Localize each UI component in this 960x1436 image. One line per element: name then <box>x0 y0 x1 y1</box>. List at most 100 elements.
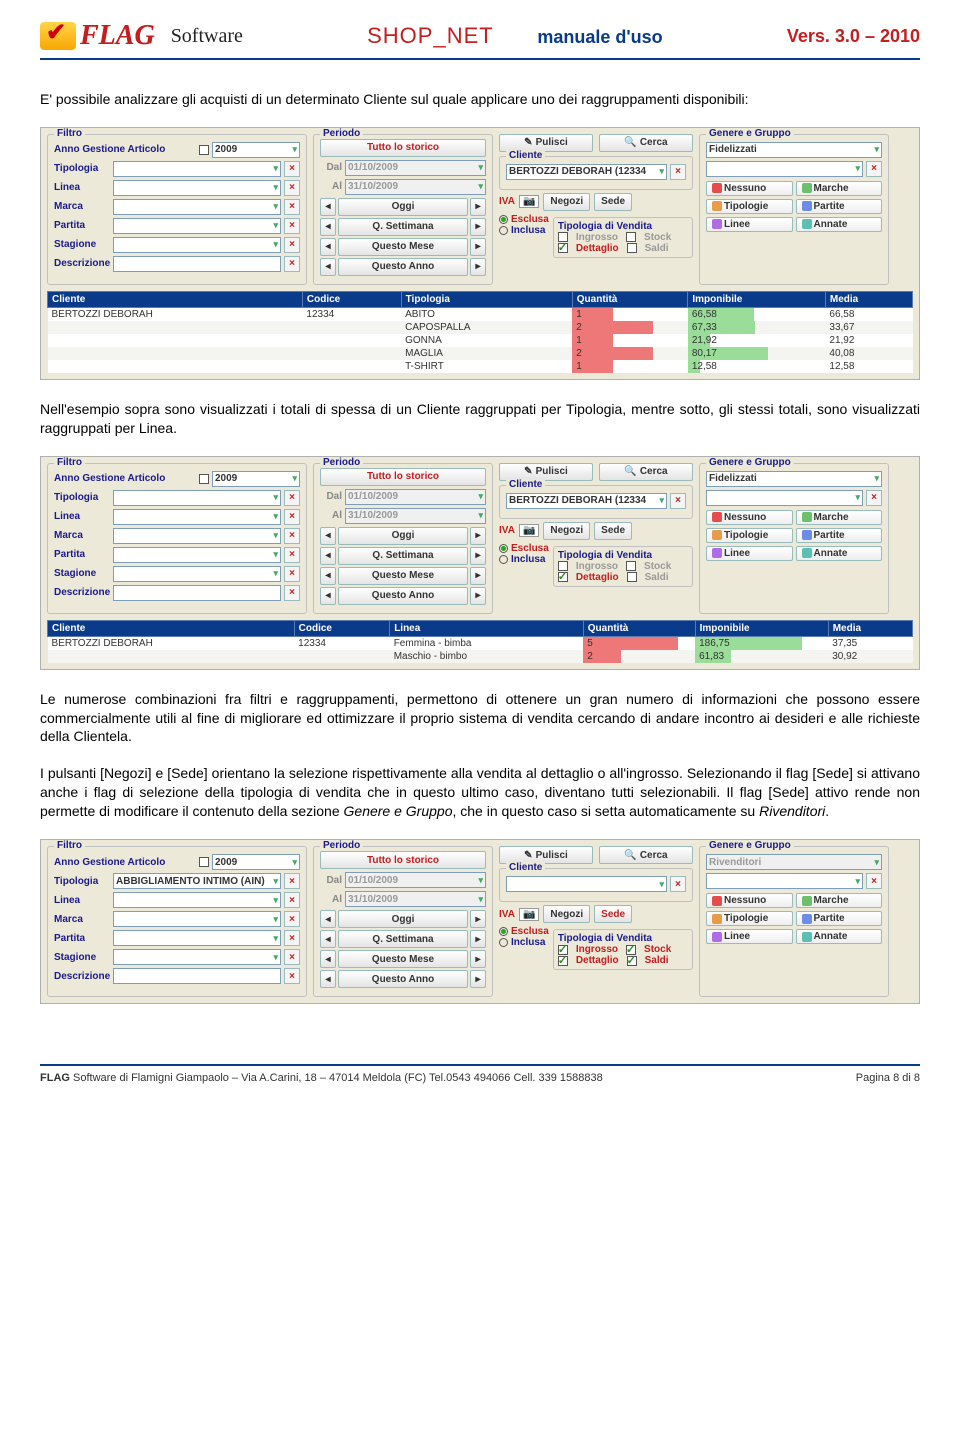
paragraph-1: E' possibile analizzare gli acquisti di … <box>40 90 920 109</box>
inclusa-radio[interactable] <box>499 226 508 235</box>
nessuno-button[interactable]: Nessuno <box>706 181 793 196</box>
stock-chk[interactable] <box>626 232 636 242</box>
partita-clear[interactable]: × <box>284 547 300 563</box>
cliente-clear[interactable]: × <box>670 493 686 509</box>
prev-anno[interactable]: ◂ <box>320 258 336 276</box>
prev-sett[interactable]: ◂ <box>320 218 336 236</box>
logo: FLAG <box>40 20 155 52</box>
prev-oggi[interactable]: ◂ <box>320 198 336 216</box>
descrizione-combo[interactable] <box>113 256 281 272</box>
gruppo-combo[interactable]: ▾ <box>706 873 863 889</box>
next-anno[interactable]: ▸ <box>470 258 486 276</box>
anno-label: Anno Gestione Articolo <box>54 144 196 155</box>
tutto-storico-button[interactable]: Tutto lo storico <box>320 468 486 486</box>
dal-combo[interactable]: 01/10/2009▾ <box>345 160 486 176</box>
header-version: Vers. 3.0 – 2010 <box>787 26 920 47</box>
stagione-clear[interactable]: × <box>284 566 300 582</box>
tipologia-combo[interactable]: ▾ <box>113 490 281 506</box>
al-combo[interactable]: 31/10/2009▾ <box>345 179 486 195</box>
linea-clear[interactable]: × <box>284 509 300 525</box>
genere-combo-disabled: Rivenditori▾ <box>706 854 882 870</box>
marca-clear[interactable]: × <box>284 199 300 215</box>
cerca-button[interactable]: 🔍Cerca <box>599 463 693 481</box>
anno-checkbox[interactable] <box>199 145 209 155</box>
next-oggi[interactable]: ▸ <box>470 198 486 216</box>
genere-combo[interactable]: Fidelizzati▾ <box>706 471 882 487</box>
tipologia-combo[interactable]: ABBIGLIAMENTO INTIMO (AIN)▾ <box>113 873 281 889</box>
sede-button[interactable]: Sede <box>594 522 632 540</box>
marca-clear[interactable]: × <box>284 528 300 544</box>
sede-button-active[interactable]: Sede <box>594 905 632 923</box>
tutto-storico-button[interactable]: Tutto lo storico <box>320 851 486 869</box>
gruppo-combo[interactable]: ▾ <box>706 161 863 177</box>
partita-combo[interactable]: ▾ <box>113 930 281 946</box>
sede-button[interactable]: Sede <box>594 193 632 211</box>
anno-combo[interactable]: 2009▾ <box>212 142 300 158</box>
al-combo[interactable]: 31/10/2009▾ <box>345 508 486 524</box>
cliente-combo[interactable]: BERTOZZI DEBORAH (12334▾ <box>506 493 667 509</box>
linea-combo[interactable]: ▾ <box>113 892 281 908</box>
linea-combo[interactable]: ▾ <box>113 180 281 196</box>
tutto-storico-button[interactable]: Tutto lo storico <box>320 139 486 157</box>
cerca-button[interactable]: 🔍Cerca <box>599 846 693 864</box>
stagione-clear[interactable]: × <box>284 237 300 253</box>
cliente-block: ✎Pulisci 🔍Cerca Cliente BERTOZZI DEBORAH… <box>499 134 693 285</box>
descrizione-clear[interactable]: × <box>284 968 300 984</box>
anno-combo[interactable]: 2009▾ <box>212 471 300 487</box>
marca-combo[interactable]: ▾ <box>113 528 281 544</box>
stagione-combo[interactable]: ▾ <box>113 237 281 253</box>
cliente-combo[interactable]: ▾ <box>506 876 667 892</box>
anno-button[interactable]: Questo Anno <box>338 258 468 276</box>
partita-clear[interactable]: × <box>284 930 300 946</box>
descrizione-combo[interactable] <box>113 585 281 601</box>
linea-combo[interactable]: ▾ <box>113 509 281 525</box>
stagione-combo[interactable]: ▾ <box>113 949 281 965</box>
tipologia-clear[interactable]: × <box>284 873 300 889</box>
tipologie-button[interactable]: Tipologie <box>706 199 793 214</box>
mese-button[interactable]: Questo Mese <box>338 238 468 256</box>
cliente-combo[interactable]: BERTOZZI DEBORAH (12334▾ <box>506 164 667 180</box>
cerca-button[interactable]: 🔍Cerca <box>599 134 693 152</box>
esclusa-radio[interactable] <box>499 215 508 224</box>
tipologia-combo[interactable]: ▾ <box>113 161 281 177</box>
descrizione-combo[interactable] <box>113 968 281 984</box>
partita-clear[interactable]: × <box>284 218 300 234</box>
tipologia-clear[interactable]: × <box>284 161 300 177</box>
partita-combo[interactable]: ▾ <box>113 547 281 563</box>
anno-combo[interactable]: 2009▾ <box>212 854 300 870</box>
tipologia-clear[interactable]: × <box>284 490 300 506</box>
oggi-button[interactable]: Oggi <box>338 198 468 216</box>
dot-icon <box>712 219 722 229</box>
stagione-clear[interactable]: × <box>284 949 300 965</box>
dal-combo[interactable]: 01/10/2009▾ <box>345 489 486 505</box>
negozi-button[interactable]: Negozi <box>543 193 590 211</box>
negozi-button[interactable]: Negozi <box>543 905 590 923</box>
dettaglio-chk[interactable] <box>558 243 568 253</box>
linea-clear[interactable]: × <box>284 892 300 908</box>
negozi-button[interactable]: Negozi <box>543 522 590 540</box>
next-sett[interactable]: ▸ <box>470 218 486 236</box>
prev-mese[interactable]: ◂ <box>320 238 336 256</box>
linea-clear[interactable]: × <box>284 180 300 196</box>
marca-clear[interactable]: × <box>284 911 300 927</box>
genere-combo[interactable]: Fidelizzati▾ <box>706 142 882 158</box>
anno-checkbox[interactable] <box>199 474 209 484</box>
descrizione-clear[interactable]: × <box>284 585 300 601</box>
cliente-clear[interactable]: × <box>670 164 686 180</box>
table-row: Maschio - bimbo261,8330,92 <box>48 650 913 663</box>
partite-button[interactable]: Partite <box>796 199 883 214</box>
anno-checkbox[interactable] <box>199 857 209 867</box>
next-mese[interactable]: ▸ <box>470 238 486 256</box>
gruppo-combo[interactable]: ▾ <box>706 490 863 506</box>
marca-combo[interactable]: ▾ <box>113 911 281 927</box>
marca-combo[interactable]: ▾ <box>113 199 281 215</box>
gruppo-clear[interactable]: × <box>866 161 882 177</box>
marche-button[interactable]: Marche <box>796 181 883 196</box>
saldi-chk[interactable] <box>627 243 637 253</box>
linee-button[interactable]: Linee <box>706 217 793 232</box>
descrizione-clear[interactable]: × <box>284 256 300 272</box>
sett-button[interactable]: Q. Settimana <box>338 218 468 236</box>
stagione-combo[interactable]: ▾ <box>113 566 281 582</box>
annate-button[interactable]: Annate <box>796 217 883 232</box>
partita-combo[interactable]: ▾ <box>113 218 281 234</box>
